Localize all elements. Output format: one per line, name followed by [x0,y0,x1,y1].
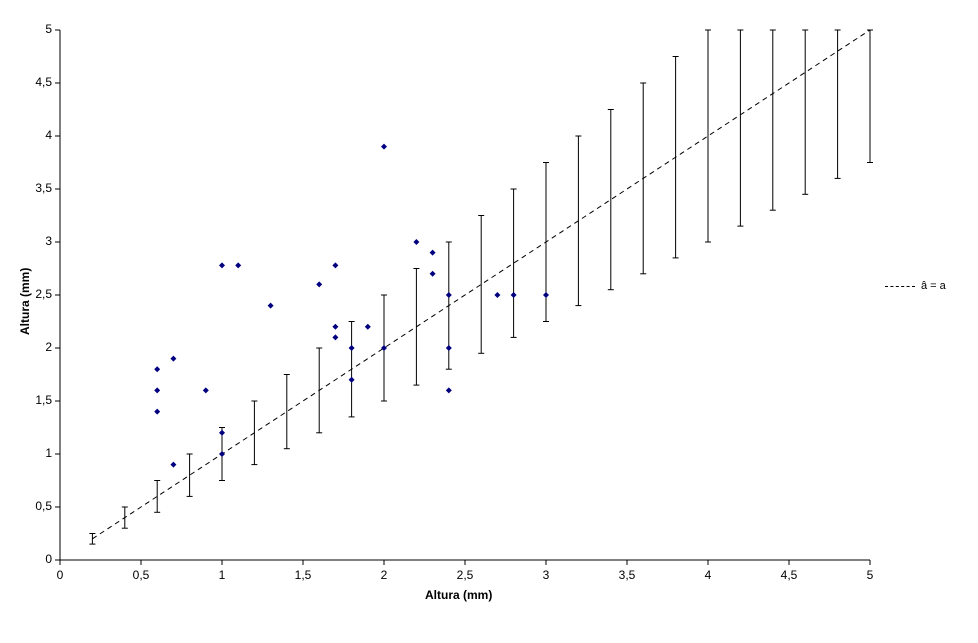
x-tick-label: 3,5 [617,568,637,582]
x-tick-label: 2,5 [455,568,475,582]
x-tick-label: 5 [860,568,880,582]
x-tick-label: 4 [698,568,718,582]
x-tick-label: 2 [374,568,394,582]
y-tick-label: 4 [45,128,52,142]
x-tick-label: 1,5 [293,568,313,582]
scatter-chart: 0 0,5 1 1,5 2 2,5 3 3,5 4 4,5 5 0 0,5 1 1,5 2 2,5 3 3,5 4 4,… [0,0,978,643]
x-tick-label: 0,5 [131,568,151,582]
y-tick-label: 2,5 [35,287,52,301]
y-tick-label: 3 [45,234,52,248]
x-tick-label: 3 [536,568,556,582]
y-tick-label: 5 [45,22,52,36]
chart-svg [0,0,978,643]
x-tick-label: 1 [212,568,232,582]
x-tick-label: 0 [50,568,70,582]
chart-legend: â = a [885,280,946,292]
x-axis-label: Altura (mm) [425,588,492,602]
y-tick-label: 3,5 [35,181,52,195]
y-tick-label: 0 [45,552,52,566]
y-tick-label: 2 [45,340,52,354]
y-tick-label: 1,5 [35,393,52,407]
y-tick-label: 1 [45,446,52,460]
x-tick-label: 4,5 [779,568,799,582]
legend-line-icon [885,286,915,287]
legend-label: â = a [921,280,946,292]
y-axis-label: Altura (mm) [18,268,32,335]
y-tick-label: 0,5 [35,499,52,513]
y-tick-label: 4,5 [35,75,52,89]
